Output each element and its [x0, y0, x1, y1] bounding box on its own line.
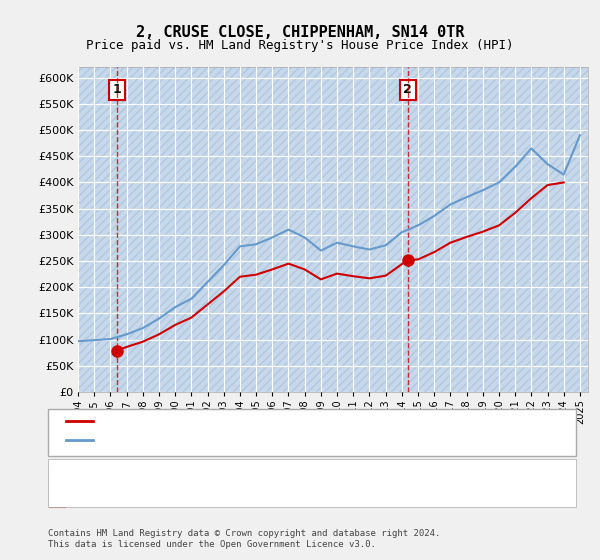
Text: £252,000: £252,000 — [252, 490, 309, 503]
Text: 24-MAY-1996: 24-MAY-1996 — [105, 470, 184, 484]
Text: 13-MAY-2014: 13-MAY-2014 — [105, 490, 184, 503]
Text: £79,000: £79,000 — [252, 470, 302, 484]
Text: HPI: Average price, detached house, Wiltshire: HPI: Average price, detached house, Wilt… — [96, 435, 377, 445]
Text: 2, CRUSE CLOSE, CHIPPENHAM, SN14 0TR: 2, CRUSE CLOSE, CHIPPENHAM, SN14 0TR — [136, 25, 464, 40]
Text: 2, CRUSE CLOSE, CHIPPENHAM, SN14 0TR (detached house): 2, CRUSE CLOSE, CHIPPENHAM, SN14 0TR (de… — [96, 416, 427, 426]
Text: Price paid vs. HM Land Registry's House Price Index (HPI): Price paid vs. HM Land Registry's House … — [86, 39, 514, 52]
Text: 2: 2 — [403, 83, 412, 96]
Text: 2: 2 — [54, 490, 62, 503]
Text: 1: 1 — [54, 470, 62, 484]
Text: 20% ↓ HPI: 20% ↓ HPI — [372, 470, 436, 484]
Text: 22% ↓ HPI: 22% ↓ HPI — [372, 490, 436, 503]
Text: Contains HM Land Registry data © Crown copyright and database right 2024.
This d: Contains HM Land Registry data © Crown c… — [48, 529, 440, 549]
Text: 1: 1 — [112, 83, 121, 96]
